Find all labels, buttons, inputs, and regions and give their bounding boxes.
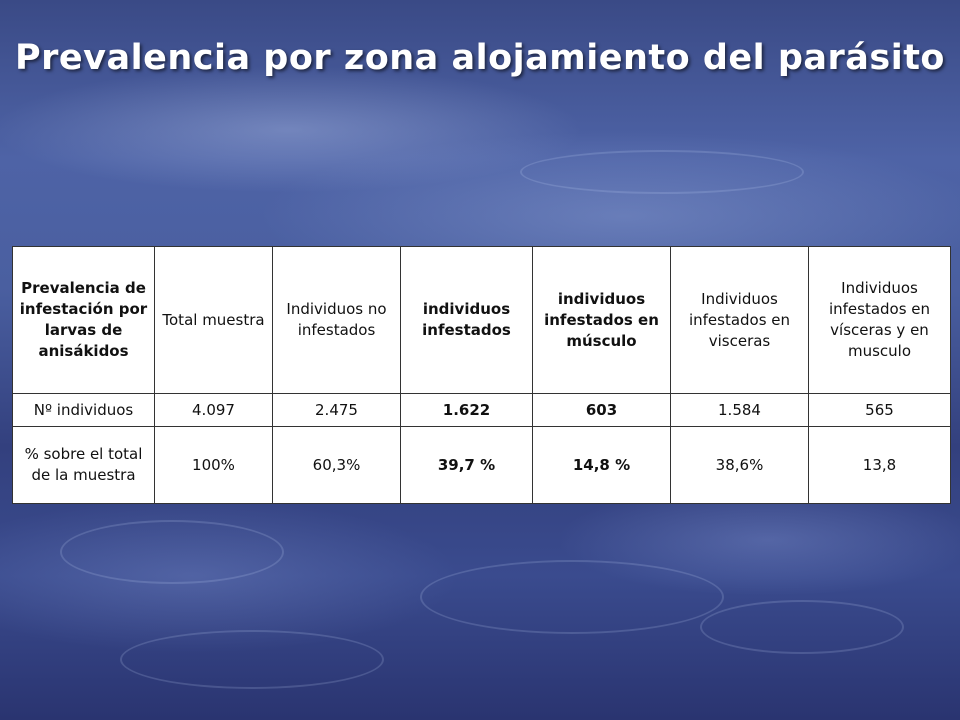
table-header-row: Prevalencia de infestación por larvas de… (12, 246, 951, 394)
table-cell: % sobre el total de la muestra (12, 426, 155, 504)
header-cell: Individuos no infestados (272, 246, 401, 394)
table-cell: 38,6% (670, 426, 809, 504)
table-cell: 1.584 (670, 393, 809, 427)
table-row: Nº individuos 4.097 2.475 1.622 603 1.58… (12, 393, 951, 427)
table-cell: 565 (808, 393, 951, 427)
table-cell: 14,8 % (532, 426, 671, 504)
header-cell: Prevalencia de infestación por larvas de… (12, 246, 155, 394)
header-cell: Total muestra (154, 246, 273, 394)
water-ripple (120, 630, 384, 689)
table-row: % sobre el total de la muestra 100% 60,3… (12, 426, 951, 504)
table-cell: 60,3% (272, 426, 401, 504)
slide-title: Prevalencia por zona alojamiento del par… (15, 38, 945, 78)
table-cell: 4.097 (154, 393, 273, 427)
prevalence-table: Prevalencia de infestación por larvas de… (12, 246, 951, 504)
table-cell: 1.622 (400, 393, 533, 427)
table-cell: 2.475 (272, 393, 401, 427)
table-cell: 13,8 (808, 426, 951, 504)
header-cell: Individuos infestados en visceras (670, 246, 809, 394)
header-cell: Individuos infestados en vísceras y en m… (808, 246, 951, 394)
water-ripple (520, 150, 804, 194)
table-cell: 603 (532, 393, 671, 427)
water-ripple (60, 520, 284, 584)
table-cell: Nº individuos (12, 393, 155, 427)
header-cell: individuos infestados en músculo (532, 246, 671, 394)
water-ripple (700, 600, 904, 654)
table-cell: 39,7 % (400, 426, 533, 504)
header-cell: individuos infestados (400, 246, 533, 394)
table-cell: 100% (154, 426, 273, 504)
water-ripple (420, 560, 724, 634)
